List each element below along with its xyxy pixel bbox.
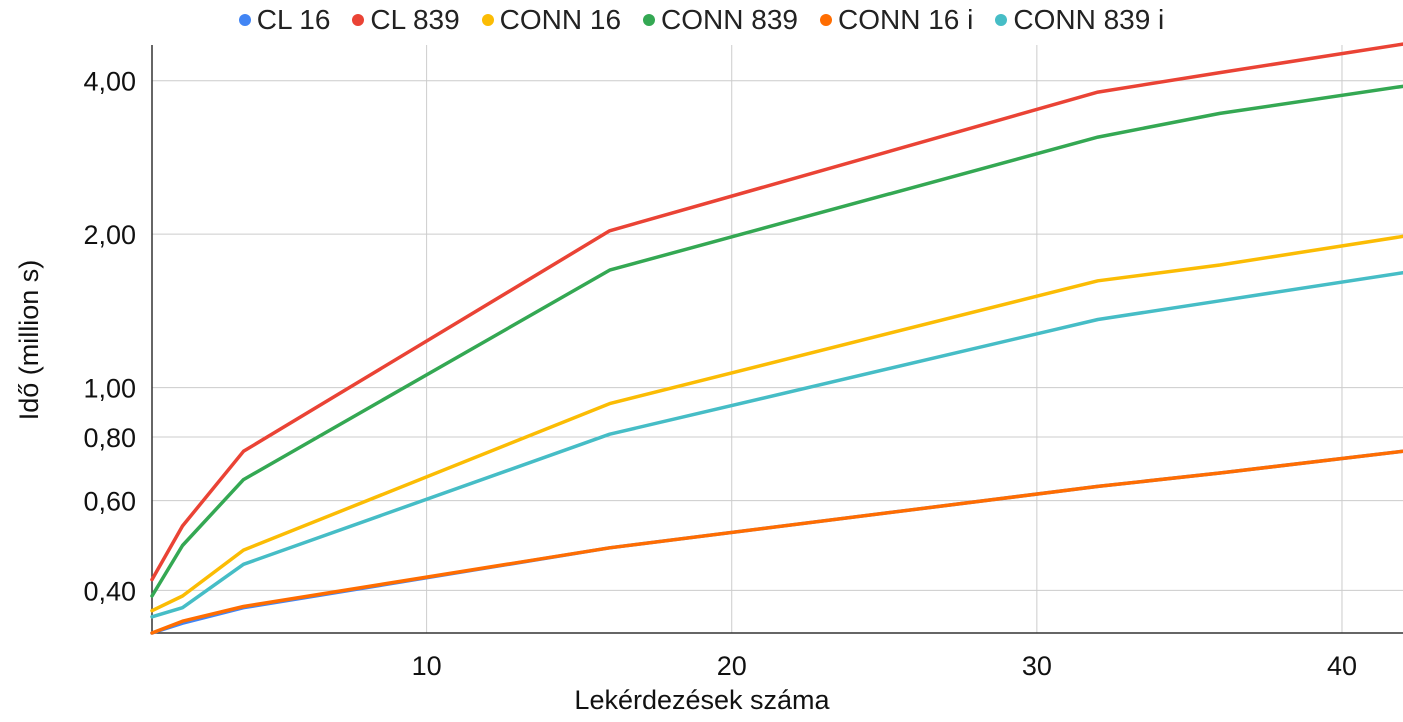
- legend-item: CL 839: [352, 4, 460, 36]
- y-axis-title: Idő (million s): [14, 260, 44, 421]
- legend-marker: [819, 14, 832, 26]
- y-tick-label: 2,00: [83, 220, 136, 250]
- y-tick-label: 0,60: [83, 487, 136, 517]
- tick-labels: 10 20 30 40 0,40 0,60 0,80 1,00 2,00 4,00: [83, 67, 1357, 681]
- legend-item: CONN 16 i: [819, 4, 974, 36]
- legend-marker: [481, 14, 494, 26]
- legend-label: CONN 16: [499, 4, 622, 35]
- series-line: [150, 449, 1403, 635]
- series-line: [150, 84, 1403, 598]
- y-tick-label: 0,40: [83, 576, 136, 606]
- series-line: [150, 234, 1403, 613]
- y-tick-label: 4,00: [83, 67, 136, 97]
- legend-marker: [352, 14, 365, 26]
- legend-label: CONN 16 i: [837, 4, 974, 35]
- x-axis-title: Lekérdezések száma: [574, 685, 830, 715]
- chart-legend: CL 16 CL 839 CONN 16 CONN 839 CONN 16 i CONN …: [0, 4, 1403, 36]
- series-line: [150, 449, 1403, 635]
- legend-label: CL 839: [370, 4, 460, 35]
- x-tick-label: 10: [412, 651, 442, 681]
- x-tick-label: 20: [717, 651, 747, 681]
- grid-lines: [152, 45, 1403, 633]
- legend-marker: [643, 14, 656, 26]
- x-tick-label: 40: [1327, 651, 1357, 681]
- y-tick-label: 1,00: [83, 374, 136, 404]
- axes: [151, 45, 1403, 634]
- series-line: [150, 42, 1403, 582]
- x-tick-label: 30: [1022, 651, 1052, 681]
- y-tick-label: 0,80: [83, 423, 136, 453]
- legend-marker: [995, 14, 1008, 26]
- legend-label: CONN 839: [661, 4, 798, 35]
- series-line: [150, 270, 1403, 619]
- legend-item: CL 16: [238, 4, 331, 36]
- legend-item: CONN 839 i: [995, 4, 1164, 36]
- series-lines: [150, 42, 1403, 635]
- legend-label: CONN 839 i: [1013, 4, 1165, 35]
- legend-item: CONN 839: [643, 4, 798, 36]
- legend-marker: [238, 14, 251, 26]
- legend-label: CL 16: [256, 4, 331, 35]
- legend-item: CONN 16: [481, 4, 622, 36]
